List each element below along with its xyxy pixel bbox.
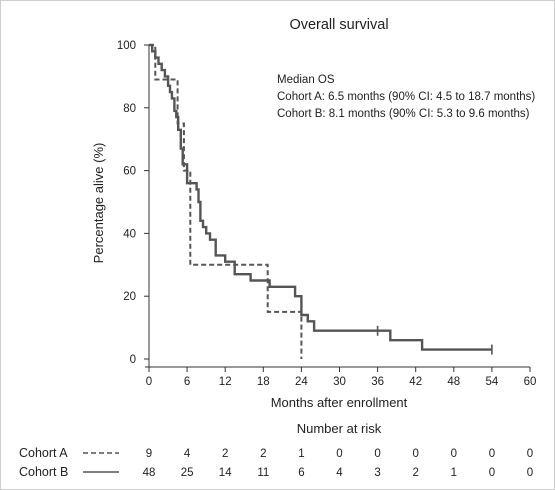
risk-value: 0 bbox=[451, 448, 457, 460]
series-line-cohort-a bbox=[149, 44, 303, 359]
risk-value: 2 bbox=[412, 467, 418, 479]
risk-value: 1 bbox=[298, 448, 304, 460]
risk-value: 2 bbox=[260, 448, 266, 460]
x-tick-label: 48 bbox=[447, 376, 460, 388]
chart-title: Overall survival bbox=[289, 17, 388, 33]
x-tick-label: 18 bbox=[257, 376, 270, 388]
risk-value: 1 bbox=[451, 467, 457, 479]
risk-value: 0 bbox=[374, 448, 380, 460]
y-tick-label: 0 bbox=[130, 354, 136, 366]
y-tick-label: 20 bbox=[123, 291, 136, 303]
y-axis-title: Percentage alive (%) bbox=[91, 143, 106, 264]
risk-value: 0 bbox=[489, 448, 495, 460]
y-tick-label: 100 bbox=[117, 40, 136, 52]
risk-value: 0 bbox=[527, 467, 533, 479]
x-tick-label: 42 bbox=[409, 376, 422, 388]
risk-table: Cohort A 9 4 2 2 1 0 0 0 0 0 0 Cohort B 48 25 14 11 6 4 3 2 1… bbox=[19, 446, 533, 479]
series-line-cohort-b bbox=[149, 43, 492, 351]
x-tick-label: 24 bbox=[295, 376, 308, 388]
x-tick-label: 60 bbox=[524, 376, 537, 388]
risk-value: 48 bbox=[143, 467, 156, 479]
x-tick-label: 30 bbox=[333, 376, 346, 388]
risk-value: 14 bbox=[219, 467, 232, 479]
risk-value: 0 bbox=[527, 448, 533, 460]
risk-value: 4 bbox=[336, 467, 343, 479]
risk-row-label: Cohort B bbox=[19, 465, 68, 479]
x-axis-title: Months after enrollment bbox=[271, 395, 408, 410]
annotation-heading: Median OS bbox=[277, 74, 335, 86]
risk-value: 25 bbox=[181, 467, 194, 479]
risk-value: 2 bbox=[222, 448, 228, 460]
risk-table-title: Number at risk bbox=[297, 421, 382, 436]
annotation-line-cohort-b: Cohort B: 8.1 months (90% CI: 5.3 to 9.6… bbox=[277, 108, 530, 120]
risk-value: 9 bbox=[146, 448, 152, 460]
risk-value: 3 bbox=[374, 467, 380, 479]
median-os-annotation: Median OS Cohort A: 6.5 months (90% CI: … bbox=[277, 74, 535, 120]
y-tick-label: 80 bbox=[123, 103, 136, 115]
risk-value: 0 bbox=[336, 448, 342, 460]
x-axis-ticks: 0 6 12 18 24 30 36 42 48 54 60 bbox=[146, 367, 537, 388]
x-tick-label: 36 bbox=[371, 376, 384, 388]
y-tick-label: 40 bbox=[123, 228, 136, 240]
y-axis-ticks: 0 20 40 60 80 100 bbox=[117, 40, 149, 366]
risk-value: 11 bbox=[257, 467, 269, 479]
y-tick-label: 60 bbox=[123, 166, 136, 178]
risk-row-label: Cohort A bbox=[19, 446, 68, 460]
risk-value: 0 bbox=[412, 448, 418, 460]
x-tick-label: 0 bbox=[146, 376, 152, 388]
x-tick-label: 54 bbox=[486, 376, 499, 388]
annotation-line-cohort-a: Cohort A: 6.5 months (90% CI: 4.5 to 18.… bbox=[277, 91, 535, 103]
risk-value: 0 bbox=[489, 467, 495, 479]
x-tick-label: 6 bbox=[184, 376, 190, 388]
survival-curves bbox=[149, 43, 493, 359]
risk-value: 4 bbox=[184, 448, 191, 460]
risk-value: 6 bbox=[298, 467, 304, 479]
x-tick-label: 12 bbox=[219, 376, 232, 388]
